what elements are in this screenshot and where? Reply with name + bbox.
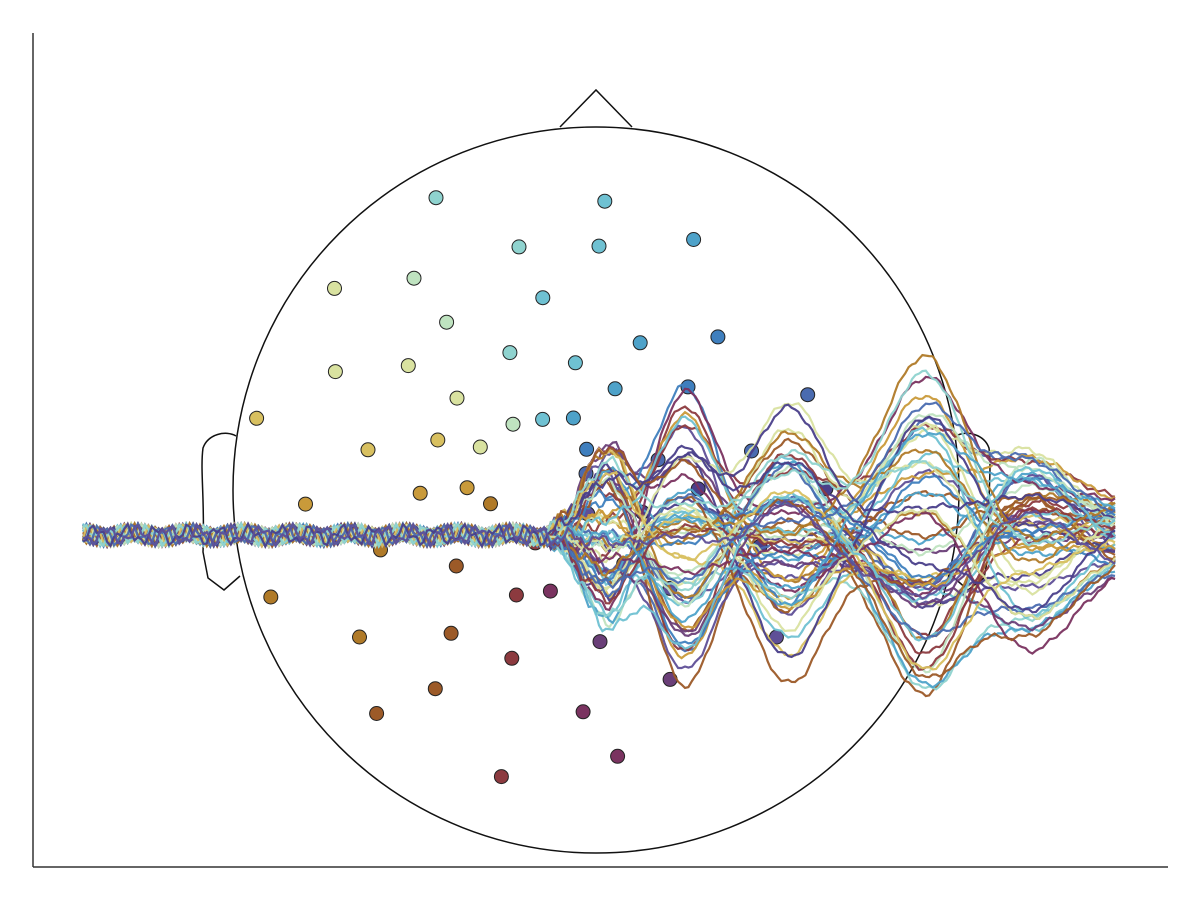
electrode-marker xyxy=(535,290,551,306)
left-ear-outline xyxy=(201,432,241,591)
electrode-marker xyxy=(459,480,475,496)
electrode-marker xyxy=(428,190,444,206)
series-line xyxy=(82,369,1116,549)
electrode-marker xyxy=(298,496,313,512)
electrode-marker xyxy=(508,587,524,603)
electrode-marker xyxy=(565,410,581,426)
electrode-marker xyxy=(493,769,509,785)
axes xyxy=(32,33,1168,868)
electrode-marker xyxy=(597,193,613,209)
electrode-marker xyxy=(327,364,343,380)
electrode-marker xyxy=(542,583,558,599)
nose-outline xyxy=(559,88,633,128)
electrode-marker xyxy=(412,485,428,501)
electrode-marker xyxy=(610,748,626,764)
series-line xyxy=(82,444,1116,614)
electrode-marker xyxy=(505,416,521,432)
electrode-marker xyxy=(400,358,416,374)
electrode-marker xyxy=(449,390,465,406)
topomap xyxy=(201,88,991,854)
electrode-marker xyxy=(430,432,446,448)
electrode-marker xyxy=(249,410,265,426)
electrode-marker xyxy=(710,329,726,345)
electrode-marker xyxy=(591,238,607,254)
electrode-marker xyxy=(592,634,608,650)
electrode-marker xyxy=(502,345,518,361)
electrode-marker xyxy=(511,239,527,255)
electrode-marker xyxy=(472,439,488,455)
electrode-marker xyxy=(483,496,498,512)
electrode-marker xyxy=(439,314,455,330)
electrode-marker xyxy=(360,442,376,458)
series-line xyxy=(82,401,1116,597)
electrode-marker xyxy=(632,335,648,351)
electrode-marker xyxy=(263,589,279,605)
electrode-marker xyxy=(535,411,551,427)
electrode-marker xyxy=(686,232,702,247)
electrode-marker xyxy=(504,650,520,666)
electrode-marker xyxy=(448,558,464,574)
electrode-marker xyxy=(567,355,583,371)
electrode-marker xyxy=(800,387,816,403)
electrode-marker xyxy=(327,280,342,296)
electrode-marker xyxy=(352,629,367,645)
electrode-marker xyxy=(579,441,595,457)
electrode-marker xyxy=(575,704,591,720)
series-line xyxy=(82,499,1116,600)
electrode-marker xyxy=(443,625,459,641)
electrode-marker xyxy=(607,381,623,397)
electrode-marker xyxy=(427,681,443,697)
electrode-marker xyxy=(369,706,385,721)
electrode-marker xyxy=(406,270,422,286)
series-lines xyxy=(81,353,1116,698)
